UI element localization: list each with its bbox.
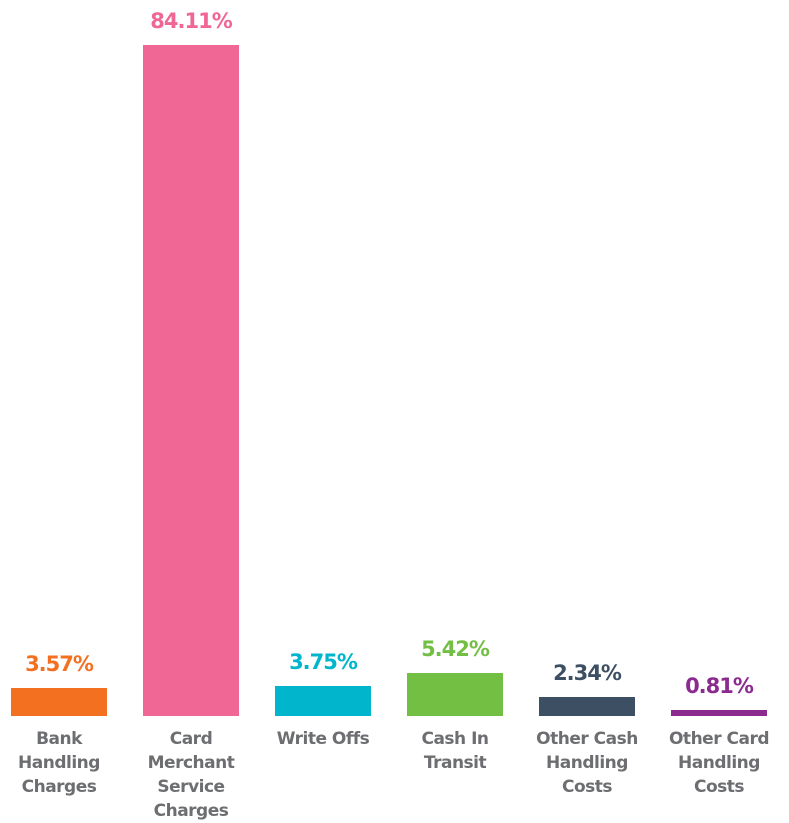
category-label: Other Card Handling Costs [668,729,770,797]
category-label: Bank Handling Charges [18,729,100,797]
category-label: Cash In Transit [421,729,489,773]
bar [407,672,503,716]
bar [143,44,239,716]
value-label: 2.34% [553,661,622,686]
bar [275,686,371,716]
value-label: 0.81% [685,673,754,698]
value-label: 3.75% [289,650,358,675]
category-label: Write Offs [276,729,370,749]
bar [11,687,107,716]
category-label: Card Merchant Service Charges [147,729,235,821]
bar [539,697,635,716]
bar [671,709,767,716]
value-label: 84.11% [150,8,232,33]
category-label: Other Cash Handling Costs [536,729,638,797]
value-label: 5.42% [421,636,490,661]
value-label: 3.57% [25,651,94,676]
